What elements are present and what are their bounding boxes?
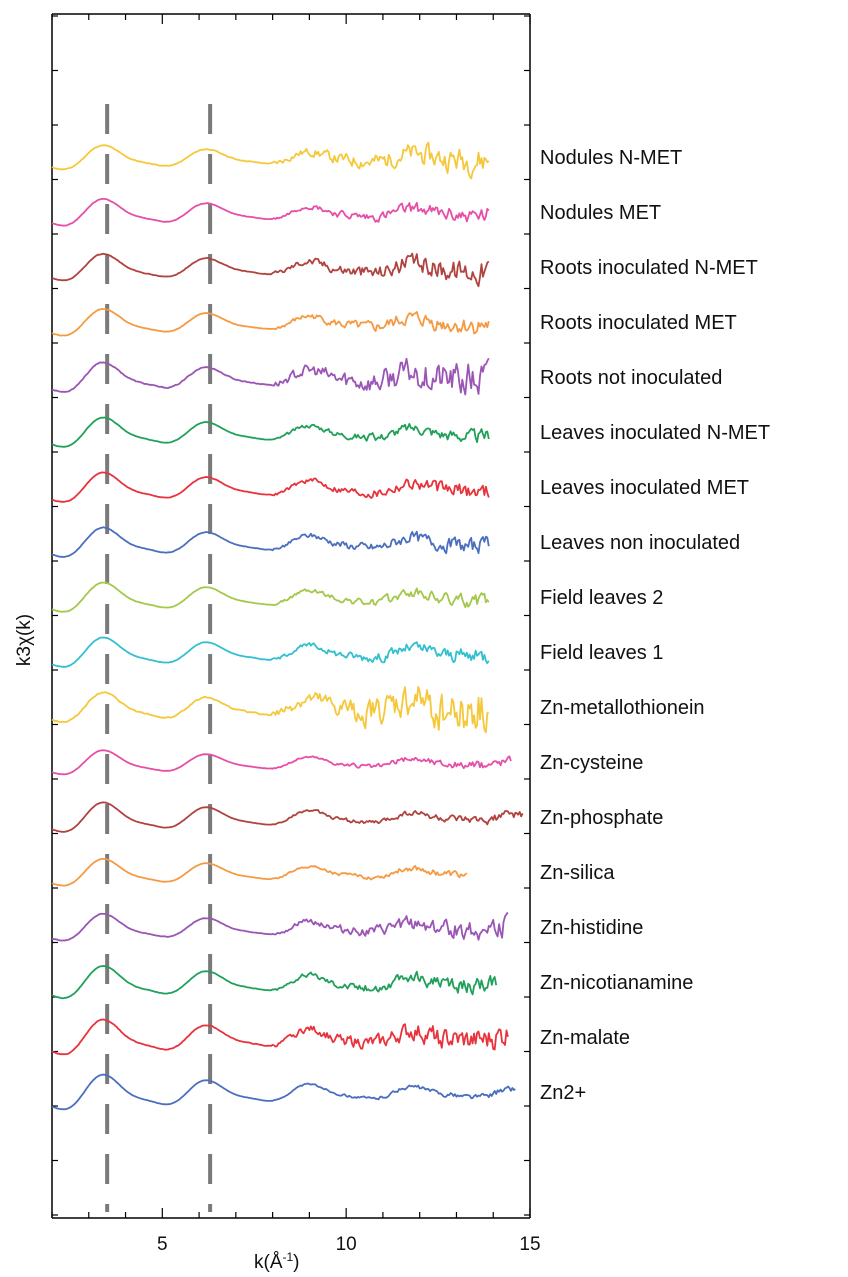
reference-lines [105, 104, 213, 1212]
series-line [51, 965, 498, 1000]
series-line [51, 141, 490, 180]
x-tick-label: 5 [157, 1234, 168, 1255]
series-label: Zn-histidine [540, 917, 643, 939]
series-label: Field leaves 2 [540, 587, 663, 609]
series-label: Leaves inoculated MET [540, 477, 749, 499]
x-axis-label-sup: -1 [283, 1250, 294, 1264]
series-label: Zn-nicotianamine [540, 972, 693, 994]
series-label: Zn-metallothionein [540, 697, 705, 719]
series-label: Roots inoculated N-MET [540, 257, 758, 279]
series-label: Nodules MET [540, 202, 661, 224]
series-label: Zn-phosphate [540, 807, 663, 829]
x-axis-label: k(Å-1) [254, 1250, 300, 1273]
series-label: Zn2+ [540, 1082, 586, 1104]
series-label: Field leaves 1 [540, 642, 663, 664]
x-axis-label-suffix: ) [293, 1252, 299, 1273]
series-line [51, 526, 490, 558]
series-line [51, 308, 490, 337]
series-line [51, 686, 489, 734]
series-label: Leaves inoculated N-MET [540, 422, 770, 444]
series-label: Nodules N-MET [540, 147, 682, 169]
series-labels: Nodules N-MET Nodules MET Roots inoculated… [540, 147, 770, 1104]
series-line [51, 1018, 509, 1056]
x-tick-label: 15 [519, 1234, 540, 1255]
series-line [51, 416, 490, 448]
series-line [51, 858, 468, 887]
series-label: Roots not inoculated [540, 367, 722, 389]
axis-ticks [51, 14, 531, 1218]
series-line [51, 581, 490, 613]
y-axis-label: k3χ(k) [14, 614, 35, 666]
x-axis-label-main: k(Å [254, 1252, 283, 1273]
series-label: Leaves non inoculated [540, 532, 740, 554]
series-traces [51, 141, 524, 1111]
series-line [51, 252, 490, 288]
series-line [51, 198, 490, 227]
x-tick-label: 10 [336, 1234, 357, 1255]
series-line [51, 357, 490, 396]
series-label: Zn-malate [540, 1027, 630, 1049]
series-line [51, 636, 490, 668]
series-label: Roots inoculated MET [540, 312, 737, 334]
series-line [51, 749, 512, 776]
series-label: Zn-cysteine [540, 752, 643, 774]
series-line [51, 471, 490, 503]
series-line [51, 911, 509, 942]
series-label: Zn-silica [540, 862, 615, 884]
series-line [51, 1073, 516, 1111]
series-line [51, 801, 524, 833]
x-tick-labels: 5 10 15 [157, 1234, 541, 1255]
